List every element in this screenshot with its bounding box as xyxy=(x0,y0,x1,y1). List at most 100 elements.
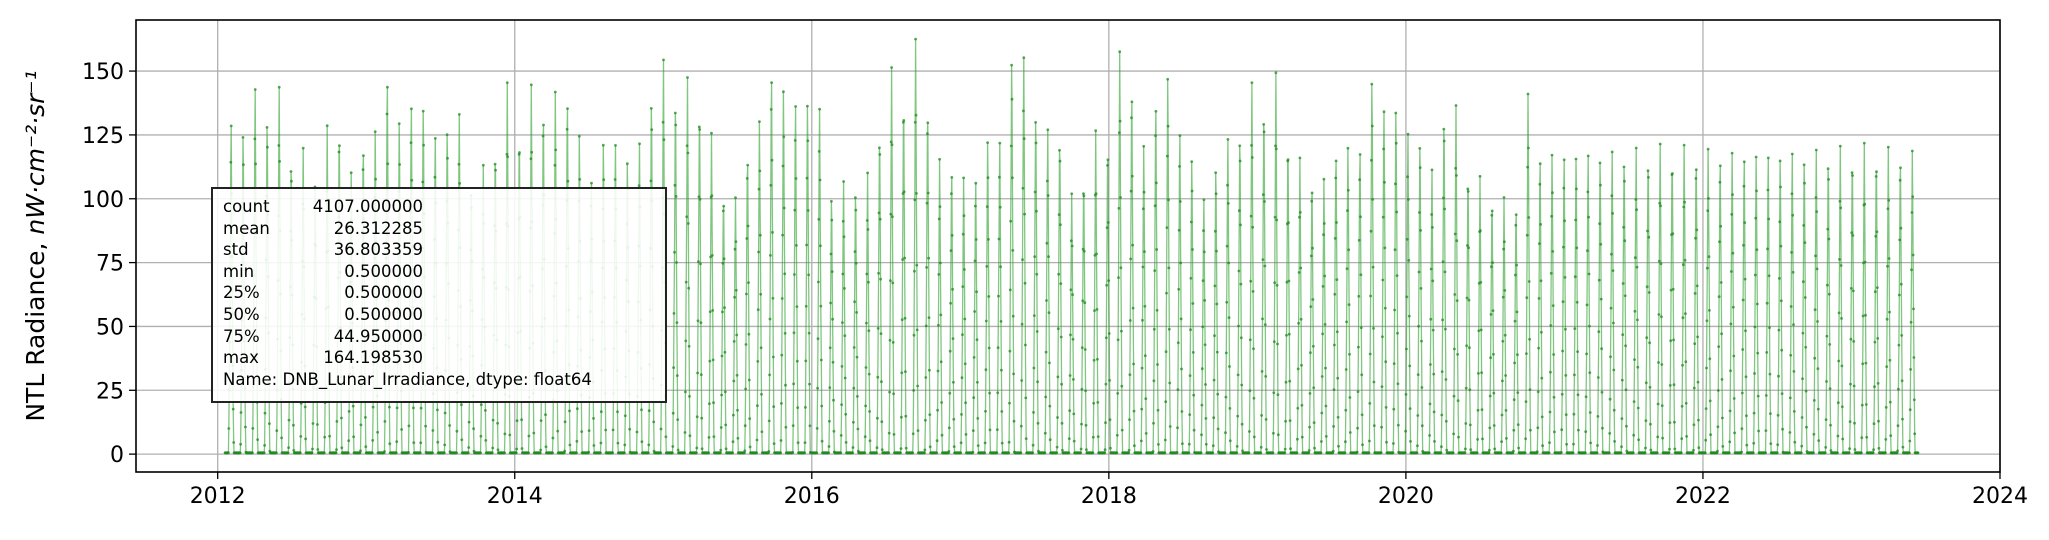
data-point xyxy=(808,382,811,386)
data-point xyxy=(1415,451,1419,455)
data-point xyxy=(1324,435,1328,438)
data-point xyxy=(1911,253,1915,257)
data-point xyxy=(1143,304,1147,308)
data-point xyxy=(1080,346,1084,350)
data-point xyxy=(948,391,952,395)
data-point xyxy=(732,340,736,343)
data-point xyxy=(1337,444,1340,448)
data-point xyxy=(986,141,989,145)
data-point xyxy=(1643,451,1647,455)
data-point xyxy=(412,441,416,445)
data-point xyxy=(1020,322,1024,326)
data-point xyxy=(292,423,295,427)
data-point xyxy=(733,295,736,299)
data-point xyxy=(1311,246,1314,250)
data-point xyxy=(590,181,593,185)
data-point xyxy=(781,164,785,168)
data-point xyxy=(419,441,423,445)
data-point xyxy=(1417,324,1420,328)
data-point xyxy=(1633,358,1636,361)
data-point xyxy=(783,272,787,276)
data-point xyxy=(1428,402,1432,406)
data-point xyxy=(891,341,895,344)
data-point xyxy=(1537,346,1540,350)
data-point xyxy=(1058,148,1061,152)
data-point xyxy=(879,332,883,335)
data-point xyxy=(1313,446,1316,450)
data-point xyxy=(831,317,834,321)
data-point xyxy=(409,141,413,145)
data-point xyxy=(723,350,727,354)
data-point xyxy=(852,346,856,349)
data-point xyxy=(1442,127,1446,131)
data-point xyxy=(1649,448,1653,452)
data-point xyxy=(1287,279,1291,283)
data-point xyxy=(673,250,676,254)
data-point xyxy=(687,344,691,348)
data-point xyxy=(1693,342,1697,346)
data-point xyxy=(1444,419,1448,423)
data-point xyxy=(1826,167,1830,171)
data-point xyxy=(912,333,916,337)
data-point xyxy=(1216,427,1220,431)
data-point xyxy=(1623,239,1627,243)
data-point xyxy=(950,234,954,237)
data-point xyxy=(816,337,820,341)
data-point xyxy=(1022,109,1025,113)
data-point xyxy=(1550,153,1554,157)
data-point xyxy=(1372,380,1376,384)
data-point xyxy=(1237,209,1241,213)
data-point xyxy=(1179,261,1183,265)
data-point xyxy=(924,376,928,379)
data-point xyxy=(1418,166,1422,170)
data-point xyxy=(915,263,919,267)
data-point xyxy=(1563,219,1566,223)
data-point xyxy=(1443,270,1447,274)
data-point xyxy=(1848,420,1852,424)
data-point xyxy=(1131,306,1135,310)
data-point xyxy=(961,232,965,236)
data-point xyxy=(1139,451,1143,455)
data-point xyxy=(421,109,425,113)
data-point xyxy=(448,424,451,427)
data-point xyxy=(1529,428,1532,432)
data-point xyxy=(745,237,749,240)
y-tick-label: 0 xyxy=(110,443,124,468)
data-point xyxy=(1817,439,1821,442)
data-point xyxy=(697,195,701,199)
data-point xyxy=(842,235,846,239)
data-point xyxy=(1661,436,1664,440)
data-point xyxy=(325,124,329,128)
data-point xyxy=(769,183,773,187)
data-point xyxy=(1165,154,1169,158)
stats-key: mean xyxy=(223,218,270,238)
data-point xyxy=(1571,451,1575,455)
data-point xyxy=(1468,346,1471,350)
data-point xyxy=(484,439,488,442)
data-point xyxy=(1660,404,1664,407)
data-point xyxy=(1684,360,1688,364)
data-point xyxy=(735,333,739,337)
data-point xyxy=(710,131,713,135)
data-point xyxy=(687,286,691,290)
data-point xyxy=(1202,198,1206,202)
data-point xyxy=(649,179,653,183)
data-point xyxy=(926,132,929,136)
data-point xyxy=(875,446,879,450)
data-point xyxy=(971,429,975,432)
data-point xyxy=(1360,373,1364,377)
data-point xyxy=(1067,451,1071,455)
data-point xyxy=(1165,291,1168,295)
data-point xyxy=(1106,164,1109,167)
data-point xyxy=(1296,437,1299,441)
data-point xyxy=(1144,397,1148,401)
data-point xyxy=(1323,274,1327,278)
data-point xyxy=(1540,376,1544,380)
data-point xyxy=(1224,395,1228,399)
data-point xyxy=(1212,416,1216,420)
data-point xyxy=(1310,199,1314,203)
data-point xyxy=(1155,308,1159,312)
data-point xyxy=(904,414,908,418)
data-point xyxy=(1202,250,1206,254)
data-point xyxy=(1780,348,1784,352)
